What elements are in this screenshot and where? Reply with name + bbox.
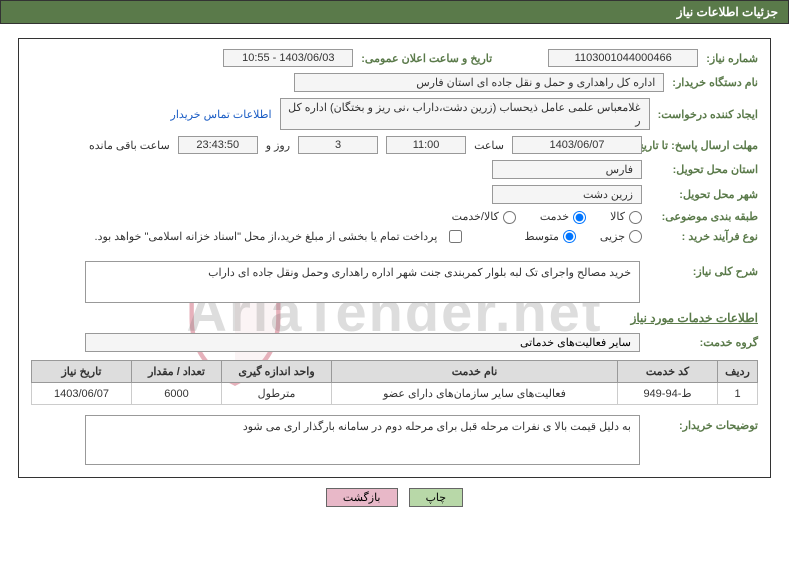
requester-value: غلامعباس علمی عامل ذیحساب (زرین دشت،دارا… — [280, 98, 650, 130]
remain-label: ساعت باقی مانده — [89, 139, 170, 152]
services-section-title: اطلاعات خدمات مورد نیاز — [31, 311, 758, 325]
radio-motavaset[interactable] — [563, 230, 576, 243]
radio-kala-label: کالا — [610, 210, 642, 224]
radio-kalakhadmat-label: کالا/خدمت — [452, 210, 516, 224]
deadline-date: 1403/06/07 — [512, 136, 642, 154]
cell-code: ط-94-949 — [618, 383, 718, 405]
row-buyer-org: نام دستگاه خریدار: اداره کل راهداری و حم… — [31, 73, 758, 92]
process-label: نوع فرآیند خرید : — [650, 230, 758, 243]
buyer-contact-link[interactable]: اطلاعات تماس خریدار — [171, 108, 272, 121]
radio-khadmat[interactable] — [573, 211, 586, 224]
table-row: 1 ط-94-949 فعالیت‌های سایر سازمان‌های دا… — [32, 383, 758, 405]
announce-label: تاریخ و ساعت اعلان عمومی: — [361, 52, 492, 65]
radio-jozi-label: جزیی — [600, 230, 642, 244]
row-subject-class: طبقه بندی موضوعی: کالا خدمت کالا/خدمت — [31, 210, 758, 224]
radio-motavaset-label: متوسط — [524, 230, 576, 244]
cell-date: 1403/06/07 — [32, 383, 132, 405]
radio-kala[interactable] — [629, 211, 642, 224]
city-value: زرین دشت — [492, 185, 642, 204]
row-buyer-desc: توضیحات خریدار: به دلیل قیمت بالا ی نفرا… — [31, 415, 758, 465]
service-group-label: گروه خدمت: — [650, 336, 758, 349]
deadline-label: مهلت ارسال پاسخ: تا تاریخ: — [650, 139, 758, 152]
days-and-label: روز و — [266, 139, 290, 152]
deadline-hour: 11:00 — [386, 136, 466, 154]
cell-unit: مترطول — [222, 383, 332, 405]
subject-class-label: طبقه بندی موضوعی: — [650, 210, 758, 223]
main-panel: AriaTender.net شماره نیاز: 1103001044000… — [18, 38, 771, 478]
need-no-label: شماره نیاز: — [706, 52, 758, 65]
back-button[interactable]: بازگشت — [326, 488, 398, 507]
province-label: استان محل تحویل: — [650, 163, 758, 176]
table-header-row: ردیف کد خدمت نام خدمت واحد اندازه گیری ت… — [32, 361, 758, 383]
row-service-group: گروه خدمت: سایر فعالیت‌های خدماتی — [31, 333, 758, 352]
buyer-org-value: اداره کل راهداری و حمل و نقل جاده ای است… — [294, 73, 664, 92]
row-process-type: نوع فرآیند خرید : جزیی متوسط پرداخت تمام… — [31, 230, 758, 244]
province-value: فارس — [492, 160, 642, 179]
treasury-checkbox[interactable] — [449, 230, 462, 243]
col-code: کد خدمت — [618, 361, 718, 383]
cell-name: فعالیت‌های سایر سازمان‌های دارای عضو — [332, 383, 618, 405]
col-name: نام خدمت — [332, 361, 618, 383]
announce-value: 1403/06/03 - 10:55 — [223, 49, 353, 67]
panel-header: جزئیات اطلاعات نیاز — [0, 0, 789, 24]
city-label: شهر محل تحویل: — [650, 188, 758, 201]
col-unit: واحد اندازه گیری — [222, 361, 332, 383]
radio-jozi[interactable] — [629, 230, 642, 243]
row-province: استان محل تحویل: فارس — [31, 160, 758, 179]
col-date: تاریخ نیاز — [32, 361, 132, 383]
button-bar: چاپ بازگشت — [0, 488, 789, 507]
row-deadline: مهلت ارسال پاسخ: تا تاریخ: 1403/06/07 سا… — [31, 136, 758, 154]
row-need-no: شماره نیاز: 1103001044000466 تاریخ و ساع… — [31, 49, 758, 67]
cell-row: 1 — [718, 383, 758, 405]
row-requester: ایجاد کننده درخواست: غلامعباس علمی عامل … — [31, 98, 758, 130]
buyer-org-label: نام دستگاه خریدار: — [672, 76, 758, 89]
countdown-value: 23:43:50 — [178, 136, 258, 154]
service-group-value: سایر فعالیت‌های خدماتی — [85, 333, 640, 352]
treasury-note: پرداخت تمام یا بخشی از مبلغ خرید،از محل … — [95, 230, 438, 243]
need-no-value: 1103001044000466 — [548, 49, 698, 67]
buyer-desc-text: به دلیل قیمت بالا ی نفرات مرحله قبل برای… — [85, 415, 640, 465]
need-desc-text: خرید مصالح واجرای تک لبه بلوار کمربندی ج… — [85, 261, 640, 303]
days-remaining: 3 — [298, 136, 378, 154]
print-button[interactable]: چاپ — [409, 488, 464, 507]
row-city: شهر محل تحویل: زرین دشت — [31, 185, 758, 204]
services-table: ردیف کد خدمت نام خدمت واحد اندازه گیری ت… — [31, 360, 758, 405]
hour-label: ساعت — [474, 139, 504, 152]
panel-title: جزئیات اطلاعات نیاز — [677, 5, 778, 19]
col-row: ردیف — [718, 361, 758, 383]
radio-kalakhadmat[interactable] — [503, 211, 516, 224]
row-need-desc: شرح کلی نیاز: خرید مصالح واجرای تک لبه ب… — [31, 261, 758, 303]
need-desc-label: شرح کلی نیاز: — [650, 261, 758, 278]
col-qty: تعداد / مقدار — [132, 361, 222, 383]
buyer-desc-label: توضیحات خریدار: — [650, 415, 758, 432]
radio-khadmat-label: خدمت — [540, 210, 586, 224]
requester-label: ایجاد کننده درخواست: — [658, 108, 758, 121]
cell-qty: 6000 — [132, 383, 222, 405]
